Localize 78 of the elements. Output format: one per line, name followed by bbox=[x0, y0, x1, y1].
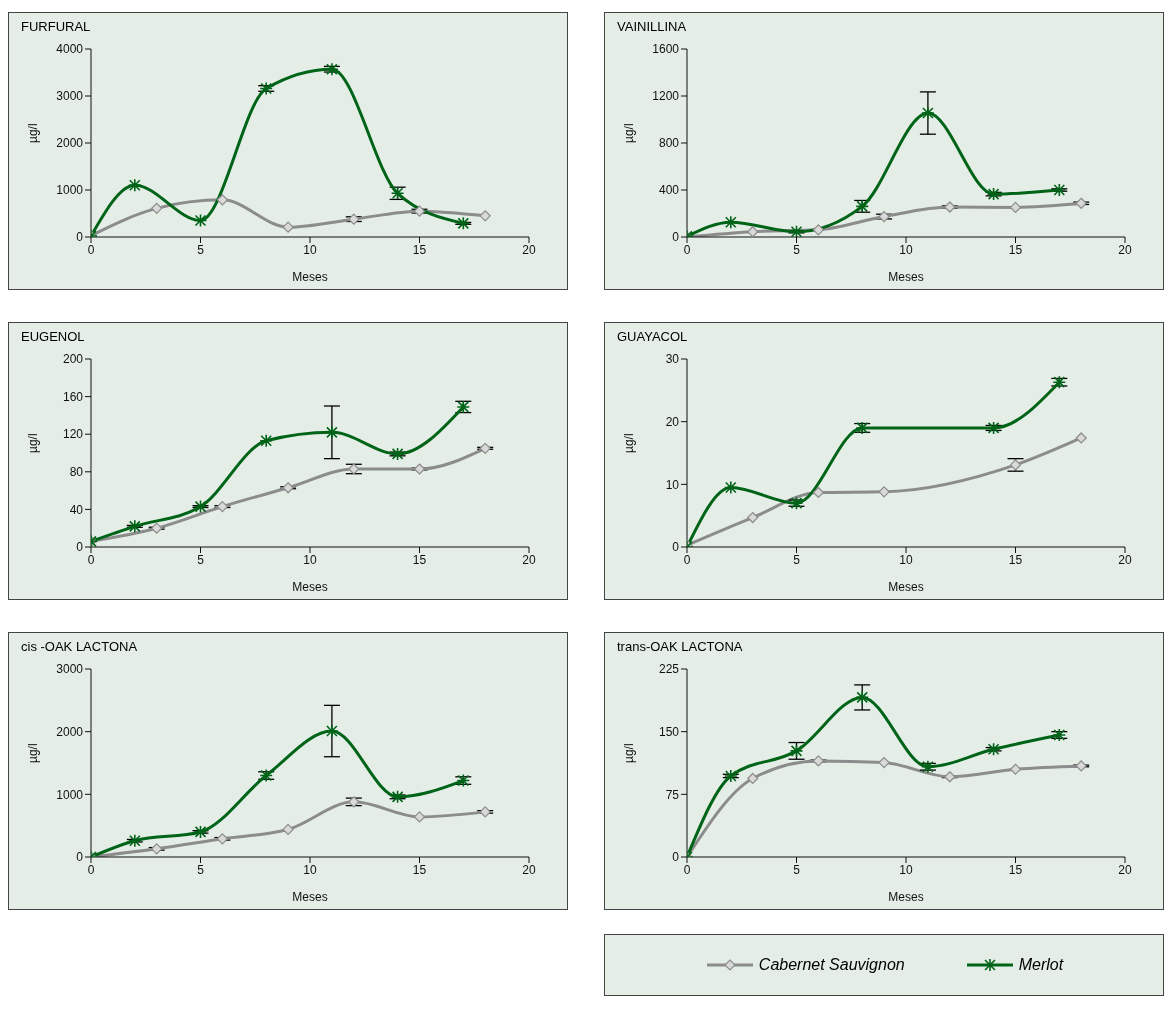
x-tick-label: 10 bbox=[899, 552, 913, 567]
x-tick-label: 10 bbox=[303, 242, 317, 257]
y-axis-title: µg/l bbox=[622, 743, 637, 763]
x-tick-label: 15 bbox=[412, 552, 427, 567]
x-tick-label: 0 bbox=[683, 862, 691, 877]
x-tick-label: 5 bbox=[793, 242, 801, 257]
y-tick-label: 2000 bbox=[56, 136, 84, 151]
y-tick-label: 0 bbox=[672, 540, 680, 555]
x-axis-title: Meses bbox=[292, 270, 328, 284]
x-tick-label: 5 bbox=[793, 552, 801, 567]
y-axis-title: µg/l bbox=[622, 123, 637, 143]
legend-label: Cabernet Sauvignon bbox=[758, 956, 905, 974]
y-tick-label: 75 bbox=[665, 787, 680, 802]
chart-title: GUAYACOL bbox=[617, 329, 688, 344]
chart-title: cis -OAK LACTONA bbox=[21, 639, 138, 654]
x-tick-label: 5 bbox=[197, 862, 205, 877]
y-tick-label: 20 bbox=[665, 414, 680, 429]
y-tick-label: 30 bbox=[665, 352, 680, 367]
x-tick-label: 20 bbox=[1118, 862, 1132, 877]
x-tick-label: 15 bbox=[1008, 242, 1023, 257]
y-tick-label: 0 bbox=[672, 230, 680, 245]
x-tick-label: 5 bbox=[197, 552, 205, 567]
x-tick-label: 10 bbox=[303, 862, 317, 877]
x-axis-title: Meses bbox=[888, 580, 924, 594]
x-tick-label: 20 bbox=[522, 862, 536, 877]
x-tick-label: 0 bbox=[87, 862, 95, 877]
y-tick-label: 80 bbox=[69, 465, 84, 480]
y-axis-title: µg/l bbox=[622, 433, 637, 453]
legend-label: Merlot bbox=[1018, 956, 1064, 974]
x-tick-label: 20 bbox=[1118, 242, 1132, 257]
y-tick-label: 400 bbox=[658, 183, 680, 198]
y-tick-label: 10 bbox=[665, 477, 680, 492]
x-tick-label: 10 bbox=[303, 552, 317, 567]
chart-title: trans-OAK LACTONA bbox=[617, 639, 743, 654]
chart-title: FURFURAL bbox=[21, 19, 91, 34]
y-tick-label: 200 bbox=[62, 352, 84, 367]
x-tick-label: 0 bbox=[683, 552, 691, 567]
x-axis-title: Meses bbox=[888, 270, 924, 284]
y-tick-label: 800 bbox=[658, 136, 680, 151]
y-axis-title: µg/l bbox=[26, 433, 41, 453]
y-tick-label: 225 bbox=[658, 662, 680, 677]
x-tick-label: 10 bbox=[899, 242, 913, 257]
x-tick-label: 15 bbox=[412, 242, 427, 257]
y-axis-title: µg/l bbox=[26, 743, 41, 763]
y-tick-label: 3000 bbox=[56, 662, 84, 677]
x-tick-label: 20 bbox=[522, 552, 536, 567]
y-tick-label: 1000 bbox=[56, 183, 84, 198]
x-tick-label: 15 bbox=[1008, 552, 1023, 567]
y-tick-label: 1000 bbox=[56, 787, 84, 802]
y-tick-label: 2000 bbox=[56, 724, 84, 739]
y-axis-title: µg/l bbox=[26, 123, 41, 143]
y-tick-label: 150 bbox=[658, 724, 680, 739]
x-tick-label: 15 bbox=[1008, 862, 1023, 877]
x-tick-label: 0 bbox=[87, 242, 95, 257]
x-axis-title: Meses bbox=[888, 890, 924, 904]
x-tick-label: 0 bbox=[87, 552, 95, 567]
chart-title: EUGENOL bbox=[21, 329, 85, 344]
y-tick-label: 40 bbox=[69, 502, 84, 517]
y-tick-label: 120 bbox=[62, 427, 84, 442]
x-tick-label: 10 bbox=[899, 862, 913, 877]
y-tick-label: 0 bbox=[76, 230, 84, 245]
x-tick-label: 5 bbox=[793, 862, 801, 877]
x-axis-title: Meses bbox=[292, 580, 328, 594]
x-tick-label: 0 bbox=[683, 242, 691, 257]
x-tick-label: 5 bbox=[197, 242, 205, 257]
x-tick-label: 20 bbox=[1118, 552, 1132, 567]
x-tick-label: 20 bbox=[522, 242, 536, 257]
y-tick-label: 1600 bbox=[652, 42, 680, 57]
y-tick-label: 0 bbox=[76, 540, 84, 555]
y-tick-label: 3000 bbox=[56, 89, 84, 104]
y-tick-label: 4000 bbox=[56, 42, 84, 57]
x-tick-label: 15 bbox=[412, 862, 427, 877]
y-tick-label: 0 bbox=[76, 850, 84, 865]
y-tick-label: 1200 bbox=[652, 89, 680, 104]
y-tick-label: 0 bbox=[672, 850, 680, 865]
chart-title: VAINILLINA bbox=[617, 19, 687, 34]
y-tick-label: 160 bbox=[62, 389, 84, 404]
x-axis-title: Meses bbox=[292, 890, 328, 904]
